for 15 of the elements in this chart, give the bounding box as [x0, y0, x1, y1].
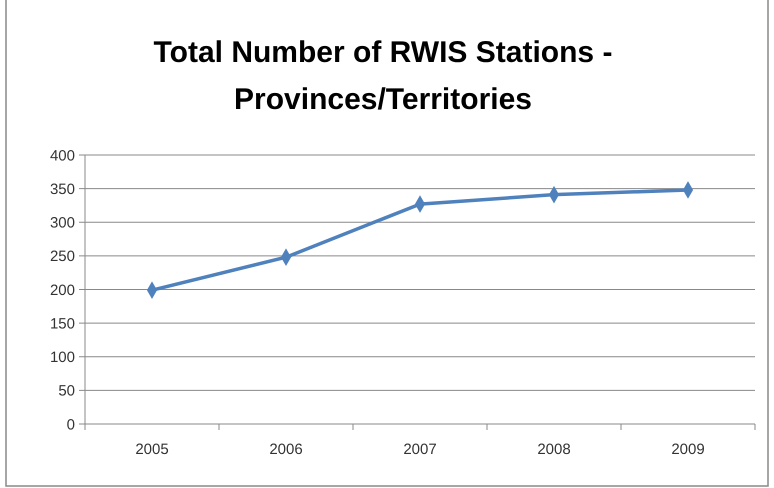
x-tick-label: 2005 — [135, 441, 169, 458]
y-tick-label: 400 — [50, 147, 75, 164]
x-tick-label: 2007 — [403, 441, 437, 458]
y-tick-label: 350 — [50, 180, 75, 198]
y-tick-label: 200 — [50, 282, 75, 299]
chart-title: Total Number of RWIS Stations - Provinces/Territories — [154, 36, 612, 116]
x-tick-label: 2006 — [269, 441, 303, 458]
y-tick-label: 150 — [50, 315, 75, 332]
y-tick-label: 50 — [58, 382, 75, 400]
y-tick-label: 0 — [66, 416, 75, 434]
y-tick-label: 250 — [50, 248, 75, 266]
x-tick-label: 2008 — [537, 441, 571, 458]
y-tick-label: 300 — [50, 214, 75, 232]
y-tick-label: 100 — [50, 349, 75, 366]
x-tick-label: 2009 — [671, 441, 705, 458]
